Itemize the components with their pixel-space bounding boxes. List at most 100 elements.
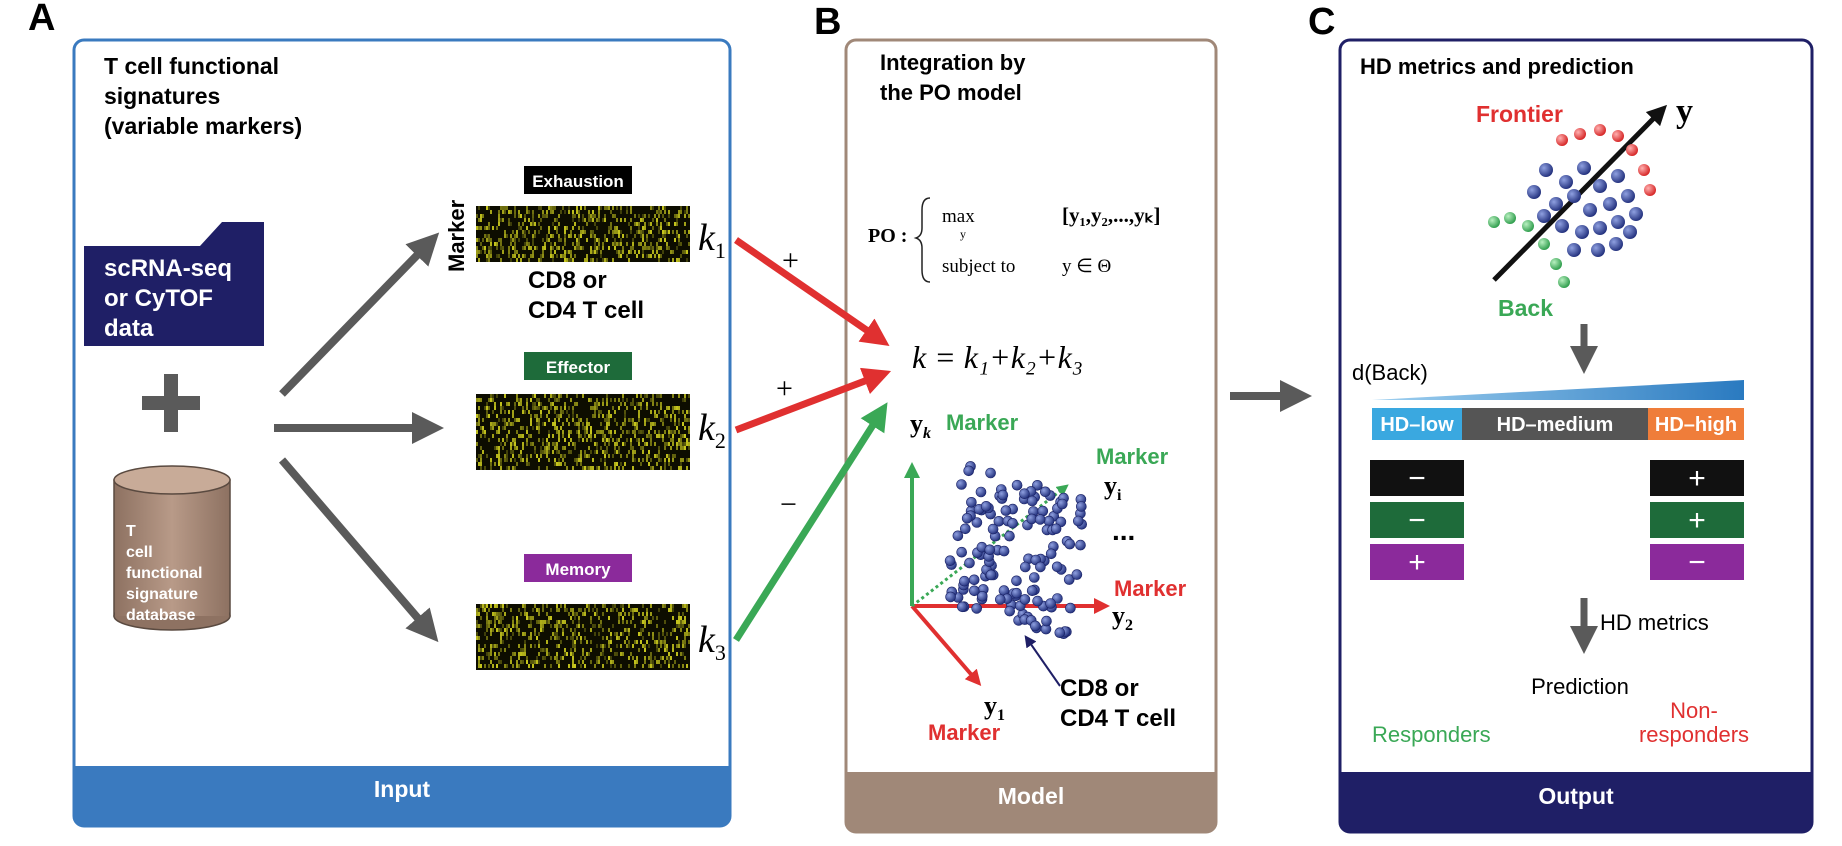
heatmap-cell [608, 226, 610, 230]
heatmap-cell [682, 612, 684, 616]
heatmap-cell [524, 652, 526, 656]
hd-dot-green [1504, 212, 1516, 224]
heatmap-cell [682, 644, 684, 648]
heatmap-cell [682, 442, 684, 446]
heatmap-cell [546, 454, 548, 458]
heatmap-cell [584, 664, 586, 668]
heatmap-cell [646, 418, 648, 422]
heatmap-cell [572, 620, 574, 624]
heatmap-cell [626, 254, 628, 258]
heatmap-cell [504, 206, 506, 210]
heatmap-cell [630, 438, 632, 442]
heatmap-cell [490, 398, 492, 402]
heatmap-cell [584, 230, 586, 234]
heatmap-cell [490, 604, 492, 608]
heatmap-cell [604, 258, 606, 262]
heatmap-cell [496, 446, 498, 450]
heatmap-cell [480, 454, 482, 458]
heatmap-cell [576, 238, 578, 242]
heatmap-cell [490, 458, 492, 462]
heatmap-cell [602, 218, 604, 222]
heatmap-cell [562, 430, 564, 434]
heatmap-cell [610, 636, 612, 640]
heatmap-cell [598, 466, 600, 470]
heatmap-cell [618, 438, 620, 442]
heatmap-cell [570, 450, 572, 454]
heatmap-cell [486, 454, 488, 458]
heatmap-cell [552, 206, 554, 210]
heatmap-cell [512, 238, 514, 242]
heatmap-cell [650, 664, 652, 668]
heatmap-cell [500, 442, 502, 446]
heatmap-cell [536, 406, 538, 410]
heatmap-cell [636, 426, 638, 430]
heatmap-cell [644, 418, 646, 422]
heatmap-cell [616, 442, 618, 446]
heatmap-cell [556, 446, 558, 450]
heatmap-cell [500, 628, 502, 632]
y-direction-label: y [1676, 93, 1693, 130]
heatmap-cell [548, 442, 550, 446]
scatter-dot [984, 544, 996, 556]
panel-a-footer: Input [374, 776, 431, 802]
po-label: PO : [868, 225, 907, 247]
heatmap-cell [658, 632, 660, 636]
heatmap-cell [672, 394, 674, 398]
heatmap-cell [502, 206, 504, 210]
heatmap-cell [580, 640, 582, 644]
heatmap-cell [544, 246, 546, 250]
heatmap-cell [530, 418, 532, 422]
arrow-k3-to-po [733, 402, 888, 642]
heatmap-cell [602, 652, 604, 656]
heatmap-cell [614, 214, 616, 218]
heatmap-cell [664, 206, 666, 210]
heatmap-cell [556, 426, 558, 430]
heatmap-cell [596, 238, 598, 242]
heatmap-cell [560, 426, 562, 430]
heatmap-cell [670, 438, 672, 442]
heatmap-cell [674, 406, 676, 410]
heatmap-cell [608, 442, 610, 446]
heatmap-cell [664, 446, 666, 450]
heatmap-cell [540, 410, 542, 414]
hd-dot-blue [1583, 203, 1597, 217]
heatmap-cell [564, 462, 566, 466]
heatmap-cell [582, 612, 584, 616]
heatmap-cell [614, 604, 616, 608]
heatmap-cell [608, 230, 610, 234]
heatmap-cell [506, 458, 508, 462]
heatmap-cell [488, 624, 490, 628]
heatmap-cell [512, 466, 514, 470]
heatmap-cell [660, 656, 662, 660]
heatmap-cell [672, 454, 674, 458]
right-sign-box-memory [1650, 544, 1744, 580]
heatmap-cell [624, 414, 626, 418]
heatmap-cell [686, 250, 688, 254]
heatmap-cell [604, 218, 606, 222]
heatmap-cell [528, 218, 530, 222]
heatmap-cell [620, 644, 622, 648]
heatmap-cell [586, 652, 588, 656]
heatmap-cell [618, 254, 620, 258]
heatmap-cell [654, 430, 656, 434]
heatmap-cell [542, 438, 544, 442]
heatmap-cell [488, 608, 490, 612]
right-sign-box-exhaustion [1650, 460, 1744, 496]
heatmap-cell [606, 398, 608, 402]
hd-dot-blue [1527, 185, 1541, 199]
heatmap-cell [530, 620, 532, 624]
heatmap-cell [514, 466, 516, 470]
heatmap-cell [532, 426, 534, 430]
heatmap-cell [632, 430, 634, 434]
heatmap-cell [526, 438, 528, 442]
heatmap-cell [508, 210, 510, 214]
heatmap-cell [656, 402, 658, 406]
heatmap-cell [510, 442, 512, 446]
heatmap-cell [508, 222, 510, 226]
heatmap-cell [598, 206, 600, 210]
heatmap-cell [628, 612, 630, 616]
heatmap-cell [560, 462, 562, 466]
heatmap-cell [526, 210, 528, 214]
heatmap-cell [620, 434, 622, 438]
heatmap-cell [628, 222, 630, 226]
